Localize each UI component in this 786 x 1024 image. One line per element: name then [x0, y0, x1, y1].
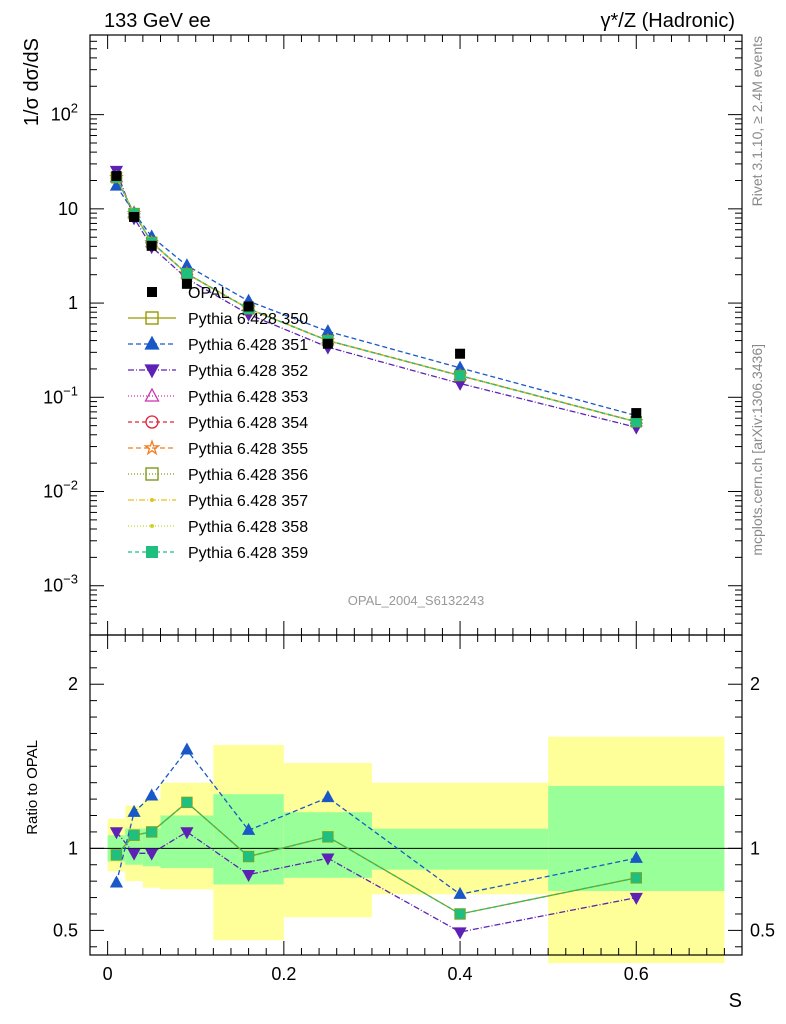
ratio-series-point-2-4: [241, 869, 256, 882]
ratio-series-point-3-3: [181, 797, 192, 808]
xtick-label-1: 0.2: [271, 964, 296, 984]
ratio-series-point-3-0: [111, 849, 122, 860]
legend-marker-8: [150, 498, 154, 502]
ratio-ylabel: Ratio to OPAL: [24, 740, 41, 835]
ratio-ytick-label-right-0: 0.5: [750, 920, 775, 940]
main-ytick-label-0: 10−3: [43, 572, 78, 596]
legend-marker-2: [144, 335, 160, 350]
main-series-point-9-3: [181, 268, 192, 279]
legend: OPAL Pythia 6.428 350 Pythia 6.428 351 Pyth…: [128, 285, 308, 562]
ratio-series-point-1-6: [453, 886, 467, 899]
ratio-series-point-1-0: [109, 875, 124, 888]
legend-label-10: Pythia 6.428 359: [188, 545, 308, 562]
ratio-series-point-2-2: [145, 848, 159, 861]
main-ytick-label-5: 102: [51, 101, 78, 125]
legend-label-6: Pythia 6.428 355: [188, 441, 308, 458]
ratio-series-point-2-1: [127, 848, 141, 861]
mcplots-label: mcplots.cern.ch [arXiv:1306.3436]: [749, 344, 765, 556]
band-inner-2: [142, 828, 161, 867]
legend-label-3: Pythia 6.428 352: [188, 363, 308, 380]
legend-marker-9: [150, 524, 154, 528]
ratio-ytick-label-2: 2: [68, 674, 78, 694]
ratio-series-point-1-7: [629, 850, 643, 863]
legend-label-9: Pythia 6.428 358: [188, 519, 308, 536]
legend-marker-5: [145, 415, 159, 429]
main-series-line-2: [115, 170, 637, 428]
ratio-ytick-label-right-1: 1: [750, 838, 760, 858]
legend-marker-7: [145, 467, 159, 481]
ratio-series-point-1-3: [180, 742, 194, 755]
ratio-series-point-2-3: [180, 827, 194, 840]
main-series-line-1: [115, 185, 637, 417]
legend-label-2: Pythia 6.428 351: [188, 337, 308, 354]
legend-marker-10: [146, 546, 158, 558]
main-ytick-label-2: 10−1: [43, 383, 78, 407]
axes-group: 10−3 10−2 10−1 1 10 102 0 0.2 0.4 0.6 0.5 0.5 1 1 2 2: [43, 34, 775, 984]
band-inner-5: [283, 812, 372, 878]
legend-label-8: Pythia 6.428 357: [188, 493, 308, 510]
main-series-point-9-7: [631, 416, 642, 427]
x-axis-label: S: [729, 990, 742, 1012]
plot-frames: [89, 34, 743, 956]
ratio-series-point-1-4: [241, 822, 256, 835]
main-series-point-9-6: [455, 370, 466, 381]
ratio-series-group: [109, 742, 643, 940]
header-right: γ*/Z (Hadronic): [601, 10, 735, 32]
legend-label-0: OPAL: [188, 285, 230, 302]
legend-marker-data: [147, 287, 157, 297]
header-left: 133 GeV ee: [104, 10, 211, 32]
xtick-label-3: 0.6: [624, 964, 649, 984]
data-point-6: [455, 348, 466, 359]
ratio-series-point-3-4: [243, 851, 254, 862]
ratio-series-point-3-1: [129, 830, 140, 841]
main-ytick-label-3: 1: [68, 293, 78, 313]
ratio-series-point-1-5: [321, 790, 335, 803]
xtick-label-2: 0.4: [448, 964, 473, 984]
ratio-series-point-3-5: [322, 831, 333, 842]
main-ylabel: 1/σ dσ/dS: [21, 38, 43, 126]
data-point-7: [631, 408, 642, 419]
legend-label-1: Pythia 6.428 350: [188, 311, 308, 328]
data-point-4: [243, 301, 254, 312]
legend-marker-1: [145, 311, 159, 325]
data-point-2: [146, 240, 157, 251]
ratio-frame: [89, 634, 743, 956]
watermark: OPAL_2004_S6132243: [348, 593, 484, 608]
ratio-series-point-2-0: [109, 827, 124, 840]
ratio-series-point-2-5: [321, 853, 335, 866]
main-ytick-label-4: 10: [58, 199, 78, 219]
ratio-series-point-2-6: [453, 927, 467, 940]
ratio-uncertainty-bands: [90, 736, 742, 964]
data-point-5: [322, 338, 333, 349]
band-inner-6: [371, 828, 549, 870]
legend-label-5: Pythia 6.428 354: [188, 415, 308, 432]
main-series-point-1-0: [109, 178, 124, 191]
legend-label-7: Pythia 6.428 356: [188, 467, 308, 484]
ratio-ytick-label-1: 1: [68, 838, 78, 858]
legend-marker-4: [144, 387, 160, 402]
legend-marker-6: [143, 439, 161, 456]
rivet-label: Rivet 3.1.10, ≥ 2.4M events: [749, 36, 765, 206]
data-point-1: [129, 211, 140, 222]
ratio-series-point-3-2: [146, 826, 157, 837]
main-series-group: [109, 165, 644, 435]
data-point-3: [181, 278, 192, 289]
band-inner-4: [213, 794, 284, 885]
main-ytick-label-1: 10−2: [43, 478, 78, 502]
xtick-label-0: 0: [103, 964, 113, 984]
band-inner-3: [160, 815, 214, 869]
ratio-series-point-1-1: [127, 804, 141, 817]
ratio-series-line-1: [115, 748, 637, 895]
legend-marker-3: [144, 364, 160, 379]
ratio-ytick-label-0: 0.5: [53, 920, 78, 940]
data-point-0: [111, 171, 122, 182]
ratio-ytick-label-right-2: 2: [750, 674, 760, 694]
ratio-series-point-1-2: [145, 788, 159, 801]
ratio-series-point-3-6: [455, 908, 466, 919]
legend-label-4: Pythia 6.428 353: [188, 389, 308, 406]
ratio-series-point-2-7: [629, 892, 643, 905]
ratio-series-point-3-7: [631, 872, 642, 883]
